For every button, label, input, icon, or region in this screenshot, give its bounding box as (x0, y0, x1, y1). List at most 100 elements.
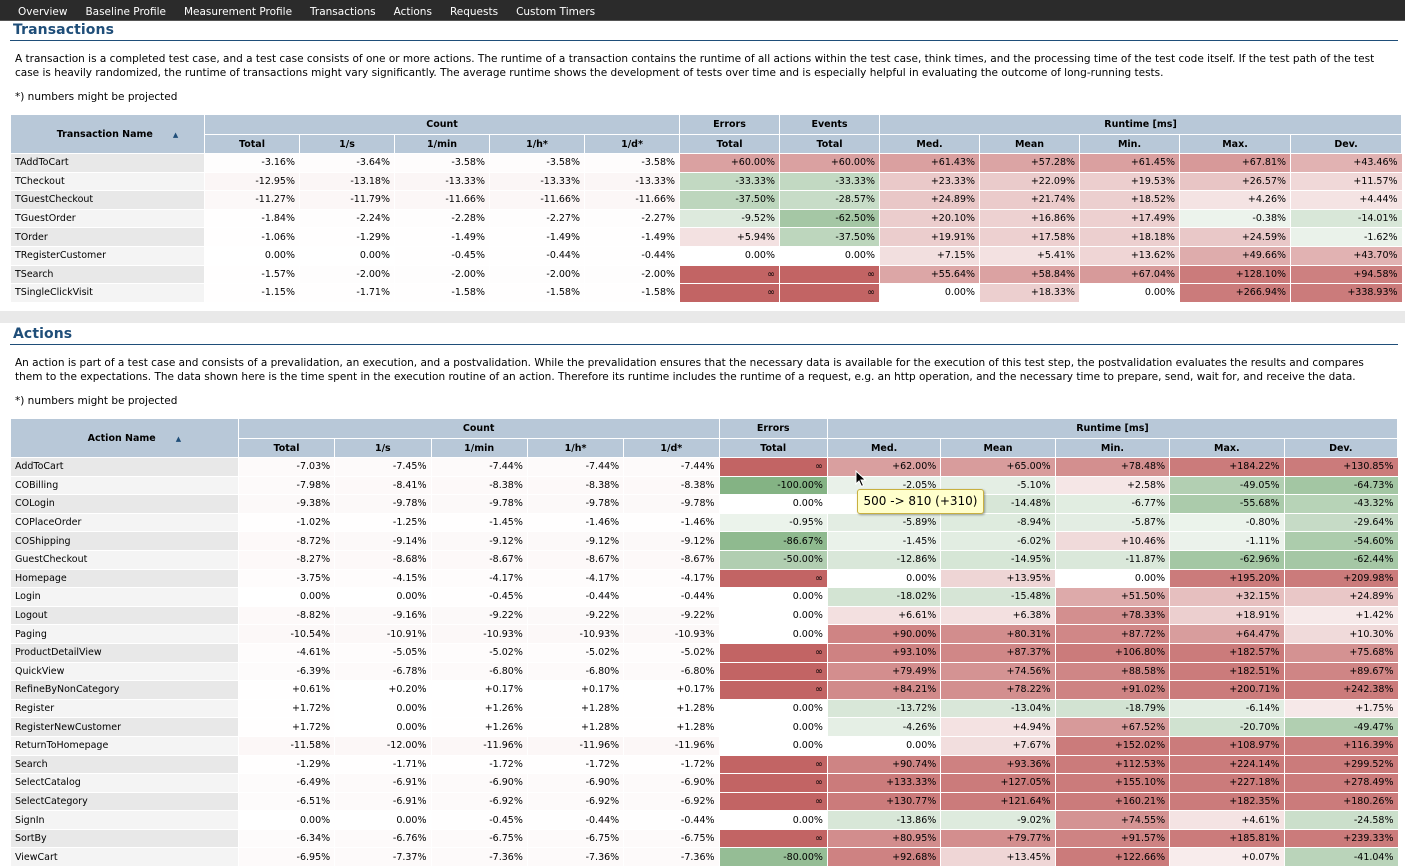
table-cell[interactable]: -2.27% (583, 209, 680, 229)
table-cell[interactable]: 0.00% (334, 699, 431, 719)
table-cell[interactable]: +266.94% (1179, 283, 1291, 303)
table-cell[interactable]: +180.26% (1283, 792, 1398, 812)
table-cell[interactable]: 0.00% (237, 587, 335, 607)
table-cell[interactable]: -11.87% (1054, 550, 1170, 570)
table-cell[interactable]: +1.28% (526, 717, 624, 737)
table-cell[interactable]: -6.92% (623, 792, 720, 812)
table-cell[interactable]: -6.34% (237, 829, 335, 849)
table-cell[interactable]: -41.04% (1283, 847, 1398, 867)
table-cell[interactable]: -0.38% (1179, 209, 1291, 229)
table-cell[interactable]: -4.17% (526, 569, 624, 589)
table-cell[interactable]: -8.67% (623, 550, 720, 570)
table-cell[interactable]: ∞ (718, 569, 828, 589)
table-cell[interactable]: -0.44% (583, 246, 680, 266)
table-cell[interactable]: -11.66% (489, 190, 585, 210)
table-cell[interactable]: -7.44% (526, 457, 624, 477)
table-cell[interactable]: -5.02% (526, 643, 624, 663)
table-cell[interactable]: +91.57% (1054, 829, 1170, 849)
table-cell[interactable]: 0.00% (826, 736, 941, 756)
table-cell[interactable]: -62.50% (779, 209, 880, 229)
table-cell[interactable]: -11.96% (430, 736, 528, 756)
table-cell[interactable]: -3.16% (204, 153, 300, 173)
table-cell[interactable]: +4.26% (1179, 190, 1291, 210)
table-cell[interactable]: -7.44% (430, 457, 528, 477)
table-cell[interactable]: +338.93% (1290, 283, 1402, 303)
table-cell[interactable]: -9.78% (623, 494, 720, 514)
table-cell[interactable]: -6.49% (237, 773, 335, 793)
table-cell[interactable]: +67.52% (1054, 717, 1170, 737)
table-cell[interactable]: -13.33% (394, 172, 490, 192)
table-cell[interactable]: +43.46% (1290, 153, 1402, 173)
actions-name-header[interactable]: Action Name ▲ (10, 418, 239, 458)
table-cell[interactable]: +24.59% (1179, 227, 1291, 247)
table-cell[interactable]: -100.00% (718, 476, 828, 496)
table-cell[interactable]: -11.58% (237, 736, 335, 756)
table-cell[interactable]: -2.28% (394, 209, 490, 229)
table-cell[interactable]: +78.33% (1054, 606, 1170, 626)
table-cell[interactable]: +64.47% (1169, 624, 1285, 644)
table-cell[interactable]: -6.92% (526, 792, 624, 812)
table-cell[interactable]: -28.57% (779, 190, 880, 210)
table-cell[interactable]: -6.77% (1054, 494, 1170, 514)
table-cell[interactable]: 0.00% (718, 699, 828, 719)
table-cell[interactable]: -18.02% (826, 587, 941, 607)
transactions-column-header[interactable]: Dev. (1290, 134, 1403, 154)
actions-column-header[interactable]: 1/d* (623, 438, 720, 458)
table-cell[interactable]: -1.02% (237, 513, 335, 533)
table-cell[interactable]: +4.94% (940, 717, 1056, 737)
table-cell[interactable]: 0.00% (299, 246, 395, 266)
table-cell[interactable]: +74.55% (1054, 810, 1170, 830)
table-cell[interactable]: -4.17% (623, 569, 720, 589)
table-cell[interactable]: +1.72% (237, 717, 335, 737)
table-cell[interactable]: ∞ (718, 792, 828, 812)
table-cell[interactable]: -11.27% (204, 190, 300, 210)
nav-custom-timers[interactable]: Custom Timers (516, 6, 596, 18)
table-cell[interactable]: +108.97% (1169, 736, 1285, 756)
table-cell[interactable]: +93.10% (826, 643, 941, 663)
table-cell[interactable]: -1.72% (526, 755, 624, 775)
table-cell[interactable]: -1.46% (526, 513, 624, 533)
table-cell[interactable]: -1.57% (204, 265, 300, 285)
table-cell[interactable]: +49.66% (1179, 246, 1291, 266)
table-cell[interactable]: -6.91% (334, 792, 431, 812)
table-cell[interactable]: -1.71% (299, 283, 395, 303)
table-cell[interactable]: +200.71% (1169, 680, 1285, 700)
actions-column-header[interactable]: Min. (1054, 438, 1171, 458)
table-cell[interactable]: -10.93% (430, 624, 528, 644)
table-cell[interactable]: -8.82% (237, 606, 335, 626)
table-cell[interactable]: +130.77% (826, 792, 941, 812)
table-cell[interactable]: -1.25% (334, 513, 431, 533)
table-cell[interactable]: +182.51% (1169, 662, 1285, 682)
table-cell[interactable]: -1.84% (204, 209, 300, 229)
table-cell[interactable]: 0.00% (1079, 283, 1180, 303)
table-cell[interactable]: +18.33% (979, 283, 1080, 303)
table-cell[interactable]: +19.91% (879, 227, 980, 247)
table-cell[interactable]: -3.64% (299, 153, 395, 173)
table-cell[interactable]: -0.45% (430, 810, 528, 830)
table-cell[interactable]: -8.38% (430, 476, 528, 496)
table-cell[interactable]: 0.00% (826, 569, 941, 589)
table-cell[interactable]: -8.94% (940, 513, 1056, 533)
table-cell[interactable]: +4.44% (1290, 190, 1402, 210)
table-cell[interactable]: -6.51% (237, 792, 335, 812)
table-cell[interactable]: -1.72% (430, 755, 528, 775)
table-cell[interactable]: ∞ (718, 643, 828, 663)
table-cell[interactable]: 0.00% (334, 717, 431, 737)
table-cell[interactable]: +88.58% (1054, 662, 1170, 682)
table-cell[interactable]: +24.89% (1283, 587, 1398, 607)
nav-transactions[interactable]: Transactions (310, 6, 376, 18)
table-cell[interactable]: -4.61% (237, 643, 335, 663)
table-cell[interactable]: -1.29% (237, 755, 335, 775)
actions-column-header[interactable]: Total (237, 438, 336, 458)
table-cell[interactable]: +11.57% (1290, 172, 1402, 192)
table-cell[interactable]: -1.58% (489, 283, 585, 303)
table-cell[interactable]: -13.33% (489, 172, 585, 192)
table-cell[interactable]: +74.56% (940, 662, 1056, 682)
table-cell[interactable]: -11.66% (583, 190, 680, 210)
actions-column-header[interactable]: 1/h* (526, 438, 625, 458)
table-cell[interactable]: +7.67% (940, 736, 1056, 756)
table-cell[interactable]: +60.00% (779, 153, 880, 173)
table-cell[interactable]: -0.95% (718, 513, 828, 533)
table-cell[interactable]: -0.44% (526, 587, 624, 607)
table-cell[interactable]: 0.00% (679, 246, 780, 266)
